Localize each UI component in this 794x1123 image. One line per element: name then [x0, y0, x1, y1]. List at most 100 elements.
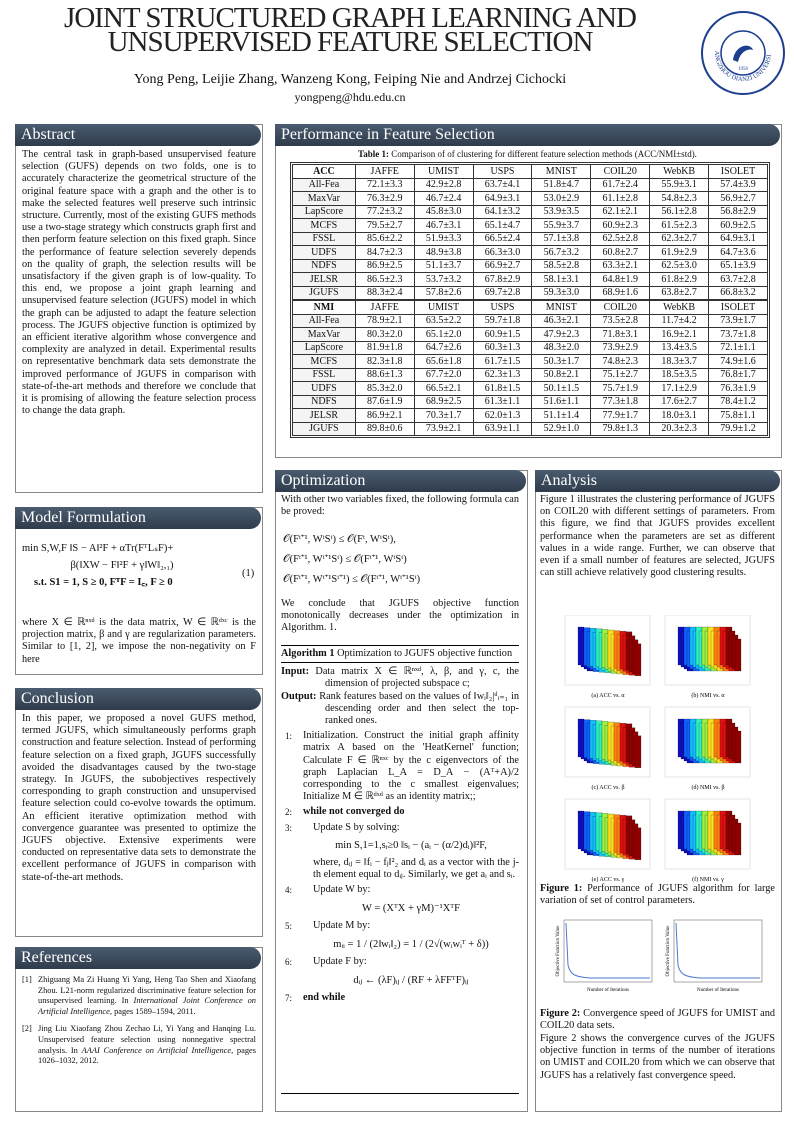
reference-venue: International Joint Conference on Artifi…	[38, 996, 256, 1016]
table-cell: 64.9±3.1	[708, 231, 768, 246]
table-cell: 86.9±2.5	[354, 258, 415, 273]
step-number: 5:	[285, 921, 293, 932]
convergence-curve	[675, 922, 760, 979]
step-note: where, dᵢⱼ = ‖fᵢ − fⱼ‖²₂ and dᵢ as a vec…	[313, 856, 519, 881]
table-row: UDFS 85.3±2.0 66.5±2.1 61.8±1.5 50.1±1.5 75.7…	[292, 381, 768, 396]
step-text: end while	[303, 991, 346, 1003]
table-cell: 61.7±1.5	[472, 354, 533, 369]
table-cell: LapScore	[292, 340, 356, 355]
reference-number: [1]	[22, 975, 32, 984]
table-cell: 79.8±1.3	[590, 421, 651, 436]
caption-label: Figure 2:	[540, 1008, 581, 1019]
table-cell: 79.9±1.2	[708, 421, 768, 436]
step-number: 2:	[285, 807, 293, 818]
subcaption: (d) NMI vs. β	[691, 784, 724, 791]
table-header-row: ACC JAFFE UMIST USPS MNIST COIL20 WebKB ISOLET	[292, 164, 768, 179]
table-cell: 81.9±1.8	[354, 340, 415, 355]
table-cell: 73.9±1.7	[708, 313, 768, 328]
plot-frame	[673, 919, 763, 983]
y-axis-label: Objective Function Value	[666, 925, 671, 977]
table-cell: 86.9±2.1	[354, 408, 415, 423]
equation-line: 𝒪(Fᵗ⁺¹, Wᵗ⁺¹Sᵗ⁺¹) ≤ 𝒪(Fᵗ⁺¹, Wᵗ⁺¹Sᵗ)	[283, 574, 421, 585]
optimization-intro: With other two variables fixed, the foll…	[281, 494, 519, 518]
caption-label: Table 1:	[358, 149, 389, 159]
subfigure: (f) NMI vs. γ	[664, 798, 751, 883]
table-cell: 50.1±1.5	[531, 381, 592, 396]
output-label: Output:	[281, 690, 317, 702]
table-cell: 51.1±3.7	[413, 258, 474, 273]
table-cell: NDFS	[292, 258, 356, 273]
subcaption: (e) ACC vs. γ	[592, 876, 625, 883]
table-cell: UDFS	[292, 245, 356, 260]
algorithm-box: Algorithm 1 Optimization to JGUFS object…	[281, 645, 519, 1094]
table-cell: 75.1±2.7	[590, 367, 651, 382]
header-cell: JAFFE	[354, 164, 415, 179]
step-equation: dᵢⱼ ← (λF)ᵢⱼ / (RF + λFFᵀF)ᵢⱼ	[353, 974, 469, 986]
table-caption: Table 1: Comparison of of clustering for…	[275, 149, 780, 159]
table-cell: MCFS	[292, 218, 356, 233]
reference: [1] Zhiguang Ma Zi Huang Yi Yang, Heng Ta…	[22, 975, 256, 1017]
model-equation: min S,W,F ‖S − A‖²F + αTr(FᵀLₛF)+ β(‖XW −…	[22, 540, 222, 591]
logo: 1956 HANGZHOU DIANZI UNIVERSITY	[700, 10, 785, 95]
header-cell: USPS	[472, 164, 533, 179]
equation-line: β(‖XW − F‖²F + γ‖W‖₂,₁)	[70, 560, 174, 571]
step-equation: min S,1=1,sᵢ≥0 ‖sᵢ − (aᵢ − (α/2)dᵢ)‖²F,	[335, 839, 487, 851]
table-cell: 67.8±2.9	[472, 272, 533, 287]
step-number: 7:	[285, 992, 293, 1003]
algorithm-step: 2: while not converged do	[281, 806, 519, 818]
table-cell: 68.9±2.5	[413, 394, 474, 409]
table-cell: 63.7±4.1	[472, 177, 533, 192]
model-text: where X ∈ ℝⁿˣᵈ is the data matrix, W ∈ ℝ…	[22, 617, 256, 665]
table-cell: 51.9±3.3	[413, 231, 474, 246]
table-cell: 61.8±2.9	[649, 272, 710, 287]
table-row: NDFS 87.6±1.9 68.9±2.5 61.3±1.1 51.6±1.1 77.3…	[292, 394, 768, 409]
reference: [2] Jing Liu Xiaofang Zhou Zechao Li, Yi …	[22, 1024, 256, 1066]
table-cell: 20.3±2.3	[649, 421, 710, 436]
table-cell: 78.4±1.2	[708, 394, 768, 409]
caption-text: Convergence speed of JGUFS for UMIST and…	[540, 1008, 775, 1032]
table-cell: 51.8±4.7	[531, 177, 592, 192]
table-cell: 61.3±1.1	[472, 394, 533, 409]
table-cell: 61.7±2.4	[590, 177, 651, 192]
title: JOINT STRUCTURED GRAPH LEARNING AND UNSUP…	[0, 2, 700, 57]
conclusion-box	[15, 688, 263, 937]
table-cell: 73.9±2.9	[590, 340, 651, 355]
table-cell: 17.6±2.7	[649, 394, 710, 409]
subcaption: (a) ACC vs. α	[591, 692, 625, 699]
table-row: LapScore 81.9±1.8 64.7±2.6 60.3±1.3 48.3±2.0…	[292, 340, 768, 355]
table-cell: 79.5±2.7	[354, 218, 415, 233]
equation-number: (1)	[242, 568, 255, 579]
y-axis-label: Objective Function Value	[556, 925, 561, 977]
table-cell: 66.5±2.4	[472, 231, 533, 246]
input-label: Input:	[281, 666, 310, 678]
table-row: FSSL 85.6±2.2 51.9±3.3 66.5±2.4 57.1±3.8 62.5…	[292, 231, 768, 246]
table-cell: 65.1±4.7	[472, 218, 533, 233]
table-cell: NDFS	[292, 394, 356, 409]
reference-pages: , pages 1026–1032, 2012.	[38, 1045, 257, 1066]
table-header-row: NMI JAFFE UMIST USPS MNIST COIL20 WebKB ISOLET	[292, 299, 768, 315]
table-cell: 62.1±2.1	[590, 204, 651, 219]
table-row: JGUFS 89.8±0.6 73.9±2.1 63.9±1.1 52.9±1.0 79.…	[292, 421, 768, 436]
table-cell: 76.8±1.7	[708, 367, 768, 382]
table-cell: JELSR	[292, 272, 356, 287]
table-cell: 55.9±3.1	[649, 177, 710, 192]
header-cell: WebKB	[649, 164, 710, 179]
algorithm-step: 7: end while	[281, 992, 519, 1004]
caption-text: Comparison of of clustering for differen…	[391, 149, 697, 159]
results-table: ACC JAFFE UMIST USPS MNIST COIL20 WebKB ISOLET A…	[292, 164, 768, 436]
table-cell: 61.1±2.8	[590, 191, 651, 206]
title-line: JOINT STRUCTURED GRAPH LEARNING AND	[64, 2, 637, 34]
table-cell: 57.4±3.9	[708, 177, 768, 192]
table-cell: JGUFS	[292, 285, 356, 301]
table-cell: UDFS	[292, 381, 356, 396]
table-cell: 70.3±1.7	[413, 408, 474, 423]
header-cell: USPS	[472, 299, 533, 315]
table-cell: 77.2±3.2	[354, 204, 415, 219]
table-cell: 46.7±3.1	[413, 218, 474, 233]
table-cell: 57.1±3.8	[531, 231, 592, 246]
subfigure: (b) NMI vs. α	[664, 615, 751, 699]
table-cell: 56.9±2.7	[708, 191, 768, 206]
header-cell: WebKB	[649, 299, 710, 315]
step-number: 3:	[285, 822, 293, 833]
table-cell: 48.3±2.0	[531, 340, 592, 355]
